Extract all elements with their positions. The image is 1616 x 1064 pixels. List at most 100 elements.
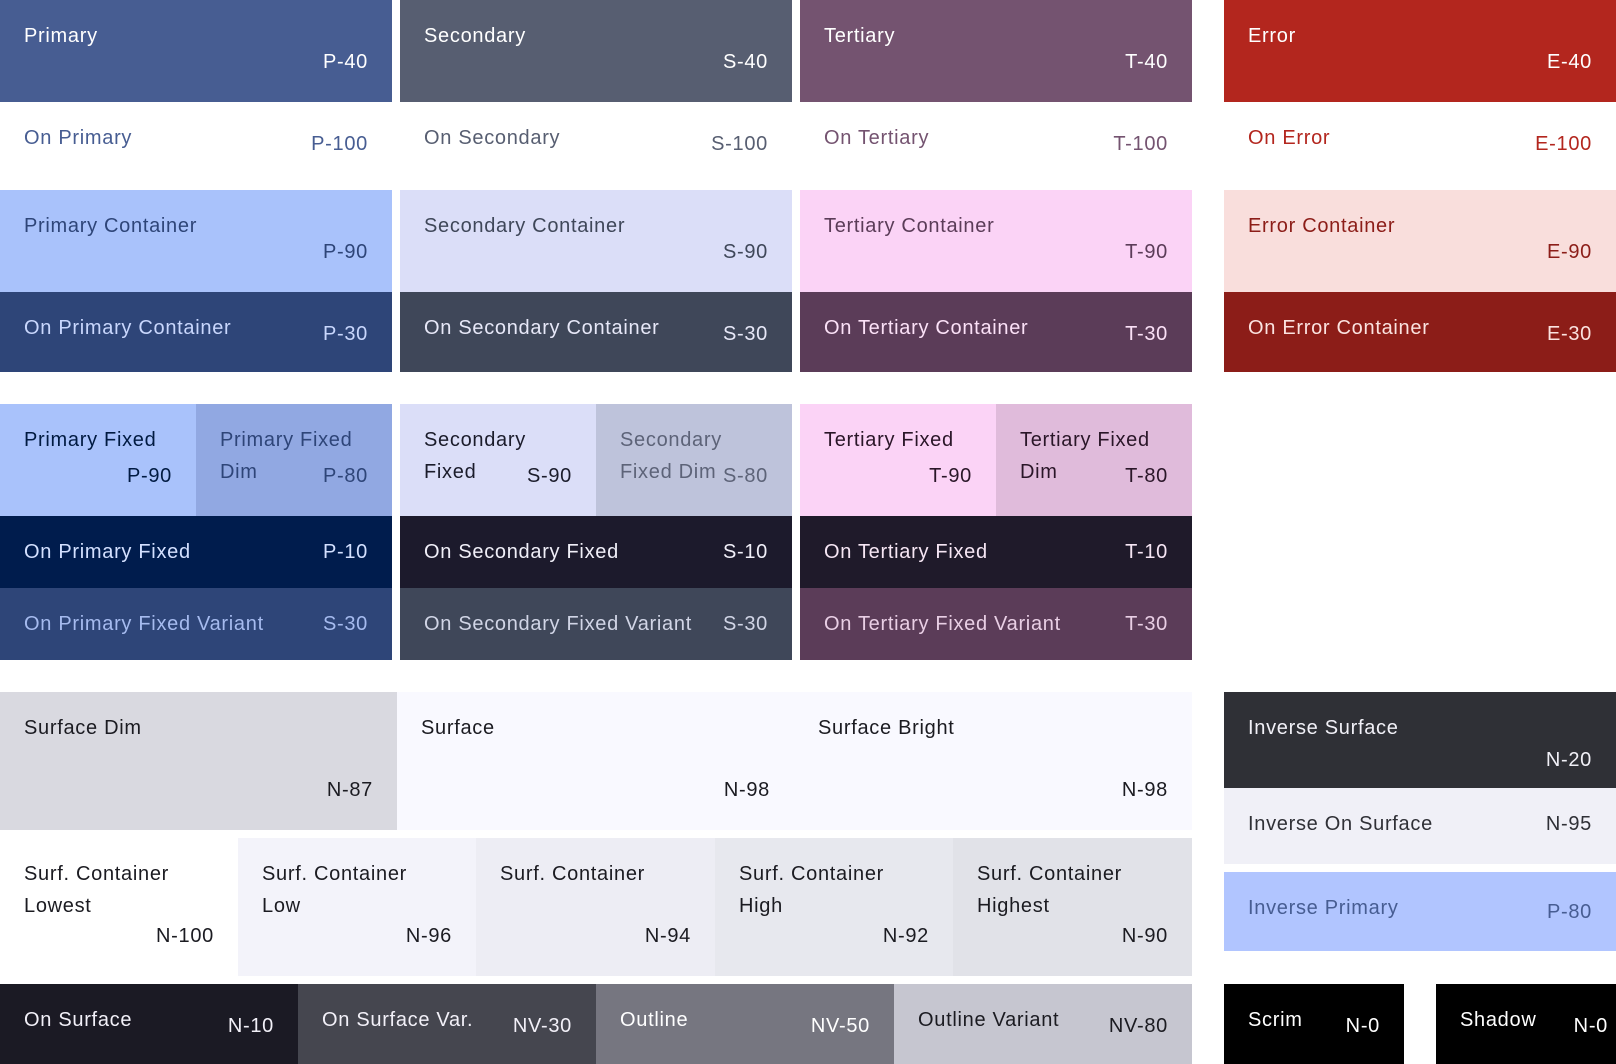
surface-swatch: Surface N-98 <box>397 692 794 830</box>
swatch-label: On Tertiary Container <box>824 317 1029 339</box>
swatch-tone: S-40 <box>722 51 768 73</box>
swatch-tone: T-30 <box>1125 613 1168 635</box>
on-secondary-fixed-swatch: On Secondary Fixed S-10 <box>400 516 792 588</box>
swatch-tone: N-87 <box>326 779 373 801</box>
surface-dim-swatch: Surface Dim N-87 <box>0 692 397 830</box>
swatch-label: On Secondary Fixed <box>424 541 619 563</box>
on-error-container-swatch: On Error Container E-30 <box>1224 292 1616 372</box>
swatch-tone: P-90 <box>126 465 172 487</box>
on-surface-swatch: On Surface N-10 <box>0 984 298 1064</box>
surface-container-lowest-swatch: Surf. Container Lowest N-100 <box>0 838 238 976</box>
swatch-tone: N-96 <box>405 925 452 947</box>
swatch-tone: T-30 <box>1125 323 1168 345</box>
primary-fixed-swatch: Primary Fixed P-90 <box>0 404 196 516</box>
on-tertiary-swatch: On Tertiary T-100 <box>800 102 1192 190</box>
swatch-tone: S-30 <box>722 323 768 345</box>
surface-bright-swatch: Surface Bright N-98 <box>794 692 1192 830</box>
swatch-label: On Primary Fixed Variant <box>24 613 264 635</box>
swatch-tone: N-95 <box>1545 813 1592 835</box>
error-container-swatch: Error Container E-90 <box>1224 190 1616 292</box>
swatch-label: Tertiary Container <box>824 215 995 237</box>
swatch-label: On Secondary Container <box>424 317 660 339</box>
on-primary-fixed-swatch: On Primary Fixed P-10 <box>0 516 392 588</box>
swatch-label: Primary Fixed Dim <box>220 429 353 483</box>
swatch-tone: N-90 <box>1121 925 1168 947</box>
error-swatch: Error E-40 <box>1224 0 1616 102</box>
swatch-tone: T-100 <box>1113 133 1168 155</box>
secondary-fixed-dim-swatch: Secondary Fixed Dim S-80 <box>596 404 792 516</box>
swatch-tone: NV-30 <box>512 1015 572 1037</box>
outline-swatch: Outline NV-50 <box>596 984 894 1064</box>
swatch-label: Outline Variant <box>918 1009 1060 1031</box>
on-tertiary-fixed-swatch: On Tertiary Fixed T-10 <box>800 516 1192 588</box>
on-secondary-swatch: On Secondary S-100 <box>400 102 792 190</box>
swatch-label: Secondary <box>424 25 526 47</box>
tertiary-fixed-dim-swatch: Tertiary Fixed Dim T-80 <box>996 404 1192 516</box>
swatch-tone: T-10 <box>1125 541 1168 563</box>
shadow-swatch: Shadow N-0 <box>1436 984 1616 1064</box>
swatch-tone: S-90 <box>722 241 768 263</box>
primary-swatch: Primary P-40 <box>0 0 392 102</box>
swatch-tone: NV-80 <box>1108 1015 1168 1037</box>
swatch-tone: T-90 <box>929 465 972 487</box>
surface-container-highest-swatch: Surf. Container Highest N-90 <box>953 838 1192 976</box>
swatch-tone: P-100 <box>311 133 368 155</box>
on-primary-swatch: On Primary P-100 <box>0 102 392 190</box>
swatch-label: Primary Fixed <box>24 429 157 451</box>
swatch-label: Tertiary <box>824 25 896 47</box>
swatch-tone: T-80 <box>1125 465 1168 487</box>
inverse-surface-swatch: Inverse Surface N-20 <box>1224 692 1616 788</box>
swatch-label: Secondary Fixed <box>424 429 526 483</box>
swatch-tone: E-90 <box>1546 241 1592 263</box>
swatch-label: On Primary Container <box>24 317 232 339</box>
swatch-label: On Secondary Fixed Variant <box>424 613 692 635</box>
swatch-label: Shadow <box>1460 1009 1537 1031</box>
swatch-tone: E-40 <box>1546 51 1592 73</box>
on-secondary-container-swatch: On Secondary Container S-30 <box>400 292 792 372</box>
swatch-tone: N-20 <box>1545 749 1592 771</box>
swatch-label: Tertiary Fixed Dim <box>1020 429 1150 483</box>
swatch-tone: N-92 <box>882 925 929 947</box>
swatch-label: Outline <box>620 1009 689 1031</box>
swatch-tone: E-100 <box>1535 133 1592 155</box>
on-surface-variant-swatch: On Surface Var. NV-30 <box>298 984 596 1064</box>
swatch-label: On Tertiary <box>824 127 930 149</box>
swatch-tone: N-98 <box>723 779 770 801</box>
swatch-tone: N-98 <box>1121 779 1168 801</box>
swatch-label: Error <box>1248 25 1296 47</box>
swatch-label: On Surface <box>24 1009 133 1031</box>
surface-container-swatch: Surf. Container N-94 <box>476 838 715 976</box>
swatch-label: Surf. Container <box>500 863 646 885</box>
swatch-tone: N-0 <box>1573 1015 1608 1037</box>
tertiary-swatch: Tertiary T-40 <box>800 0 1192 102</box>
surface-container-low-swatch: Surf. Container Low N-96 <box>238 838 476 976</box>
swatch-label: Secondary Container <box>424 215 626 237</box>
swatch-tone: P-90 <box>322 241 368 263</box>
swatch-label: On Primary <box>24 127 133 149</box>
swatch-label: Secondary Fixed Dim <box>620 429 722 483</box>
swatch-tone: NV-50 <box>810 1015 870 1037</box>
primary-container-swatch: Primary Container P-90 <box>0 190 392 292</box>
on-secondary-fixed-variant-swatch: On Secondary Fixed Variant S-30 <box>400 588 792 660</box>
swatch-tone: P-30 <box>322 323 368 345</box>
swatch-label: Surf. Container Highest <box>977 863 1123 917</box>
swatch-label: On Primary Fixed <box>24 541 191 563</box>
swatch-tone: N-94 <box>644 925 691 947</box>
on-error-swatch: On Error E-100 <box>1224 102 1616 190</box>
swatch-label: Primary <box>24 25 98 47</box>
swatch-tone: S-30 <box>322 613 368 635</box>
swatch-label: Surface Bright <box>818 717 955 739</box>
swatch-tone: P-10 <box>322 541 368 563</box>
swatch-label: On Error Container <box>1248 317 1430 339</box>
swatch-label: Error Container <box>1248 215 1396 237</box>
surface-container-high-swatch: Surf. Container High N-92 <box>715 838 953 976</box>
swatch-tone: P-80 <box>1546 901 1592 923</box>
swatch-tone: E-30 <box>1546 323 1592 345</box>
secondary-swatch: Secondary S-40 <box>400 0 792 102</box>
inverse-primary-swatch: Inverse Primary P-80 <box>1224 872 1616 951</box>
secondary-container-swatch: Secondary Container S-90 <box>400 190 792 292</box>
swatch-tone: P-80 <box>322 465 368 487</box>
swatch-label: Tertiary Fixed <box>824 429 954 451</box>
swatch-tone: S-90 <box>526 465 572 487</box>
swatch-label: Inverse Surface <box>1248 717 1399 739</box>
